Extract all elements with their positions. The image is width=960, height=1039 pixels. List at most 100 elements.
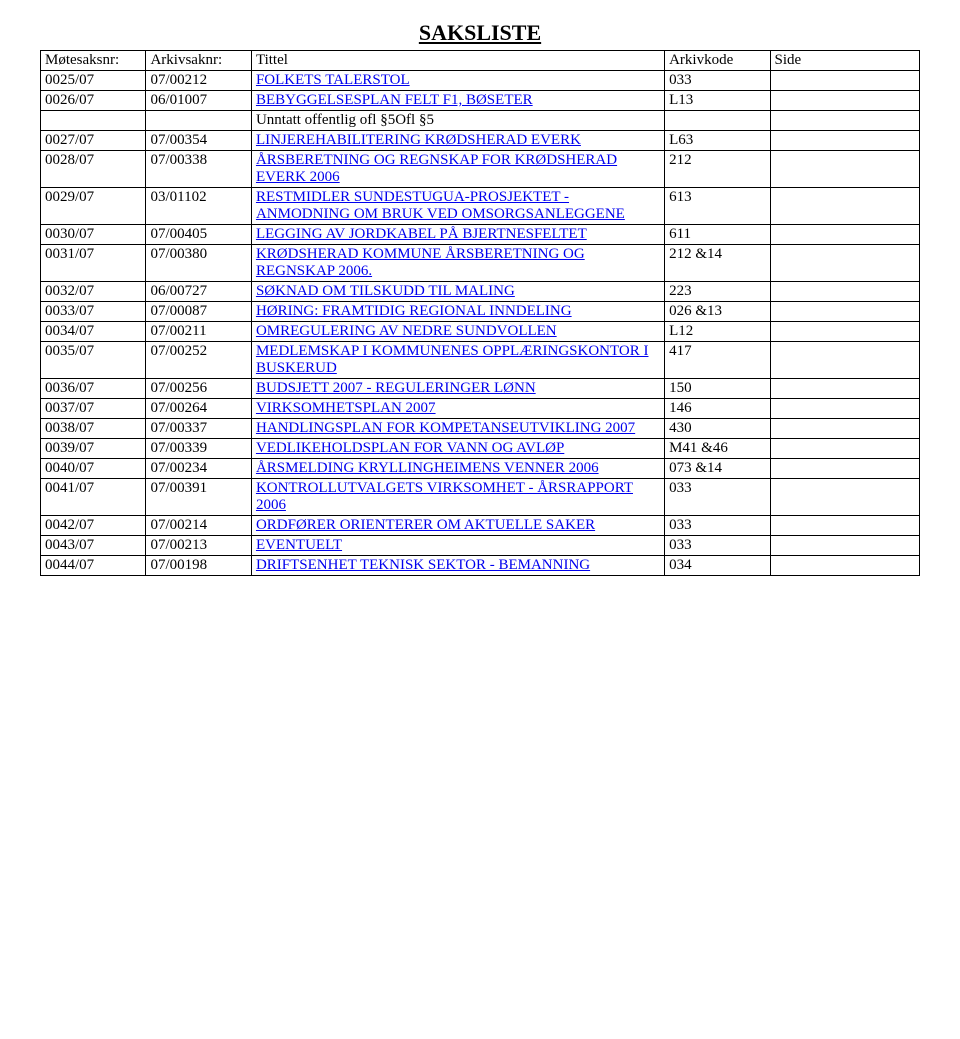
tittel-link[interactable]: RESTMIDLER SUNDESTUGUA-PROSJEKTET - ANMO… bbox=[256, 189, 625, 222]
table-row: 0027/0707/00354 LINJEREHABILITERING KRØDS… bbox=[41, 131, 920, 151]
tittel-link[interactable]: KONTROLLUTVALGETS VIRKSOMHET - ÅRSRAPPOR… bbox=[256, 480, 633, 513]
cell-side bbox=[770, 399, 919, 419]
cell-tittel: Unntatt offentlig ofl §5Ofl §5 bbox=[251, 111, 664, 131]
header-arkivsaknr: Arkivsaknr: bbox=[146, 51, 251, 71]
cell-motesaksnr: 0027/07 bbox=[41, 131, 146, 151]
table-row: 0034/0707/00211OMREGULERING AV NEDRE SUN… bbox=[41, 322, 920, 342]
cell-side bbox=[770, 516, 919, 536]
tittel-link[interactable]: HØRING: FRAMTIDIG REGIONAL INNDELING bbox=[256, 303, 572, 319]
tittel-link[interactable]: OMREGULERING AV NEDRE SUNDVOLLEN bbox=[256, 323, 557, 339]
cell-motesaksnr: 0041/07 bbox=[41, 479, 146, 516]
table-row: 0033/0707/00087HØRING: FRAMTIDIG REGIONA… bbox=[41, 302, 920, 322]
cell-tittel: SØKNAD OM TILSKUDD TIL MALING bbox=[251, 282, 664, 302]
cell-arkivsaknr: 07/00234 bbox=[146, 459, 251, 479]
cell-arkivkode: 034 bbox=[665, 556, 770, 576]
cell-arkivsaknr: 07/00214 bbox=[146, 516, 251, 536]
cell-motesaksnr: 0037/07 bbox=[41, 399, 146, 419]
cell-side bbox=[770, 379, 919, 399]
cell-side bbox=[770, 302, 919, 322]
cell-motesaksnr: 0028/07 bbox=[41, 151, 146, 188]
header-side: Side bbox=[770, 51, 919, 71]
cell-arkivsaknr: 07/00338 bbox=[146, 151, 251, 188]
cell-side bbox=[770, 556, 919, 576]
cell-motesaksnr: 0026/07 bbox=[41, 91, 146, 111]
tittel-link[interactable]: BUDSJETT 2007 - REGULERINGER LØNN bbox=[256, 380, 536, 396]
tittel-link[interactable]: ÅRSBERETNING OG REGNSKAP FOR KRØDSHERAD … bbox=[256, 152, 617, 185]
cell-tittel: FOLKETS TALERSTOL bbox=[251, 71, 664, 91]
cell-arkivsaknr: 07/00252 bbox=[146, 342, 251, 379]
cell-arkivsaknr: 07/00212 bbox=[146, 71, 251, 91]
cell-arkivkode bbox=[665, 111, 770, 131]
tittel-link[interactable]: ORDFØRER ORIENTERER OM AKTUELLE SAKER bbox=[256, 517, 595, 533]
cell-tittel: DRIFTSENHET TEKNISK SEKTOR - BEMANNING bbox=[251, 556, 664, 576]
cell-side bbox=[770, 225, 919, 245]
cell-tittel: OMREGULERING AV NEDRE SUNDVOLLEN bbox=[251, 322, 664, 342]
cell-tittel: EVENTUELT bbox=[251, 536, 664, 556]
cell-arkivsaknr: 07/00339 bbox=[146, 439, 251, 459]
table-row: 0032/0706/00727SØKNAD OM TILSKUDD TIL MA… bbox=[41, 282, 920, 302]
cell-side bbox=[770, 282, 919, 302]
table-row: 0028/0707/00338ÅRSBERETNING OG REGNSKAP … bbox=[41, 151, 920, 188]
cell-arkivkode: 613 bbox=[665, 188, 770, 225]
cell-side bbox=[770, 91, 919, 111]
cell-arkivkode: 033 bbox=[665, 516, 770, 536]
cell-arkivsaknr: 07/00211 bbox=[146, 322, 251, 342]
cell-motesaksnr: 0044/07 bbox=[41, 556, 146, 576]
cell-side bbox=[770, 245, 919, 282]
cell-arkivsaknr: 07/00354 bbox=[146, 131, 251, 151]
cell-side bbox=[770, 322, 919, 342]
cell-motesaksnr: 0040/07 bbox=[41, 459, 146, 479]
cell-motesaksnr: 0039/07 bbox=[41, 439, 146, 459]
table-header-row: Møtesaksnr: Arkivsaknr: Tittel Arkivkode… bbox=[41, 51, 920, 71]
tittel-link[interactable]: HANDLINGSPLAN FOR KOMPETANSEUTVIKLING 20… bbox=[256, 420, 635, 436]
cell-arkivsaknr: 07/00380 bbox=[146, 245, 251, 282]
cell-tittel: VEDLIKEHOLDSPLAN FOR VANN OG AVLØP bbox=[251, 439, 664, 459]
cell-motesaksnr: 0030/07 bbox=[41, 225, 146, 245]
header-arkivkode: Arkivkode bbox=[665, 51, 770, 71]
cell-arkivkode: M41 &46 bbox=[665, 439, 770, 459]
cell-tittel: KONTROLLUTVALGETS VIRKSOMHET - ÅRSRAPPOR… bbox=[251, 479, 664, 516]
cell-arkivkode: 223 bbox=[665, 282, 770, 302]
tittel-link[interactable]: LINJEREHABILITERING KRØDSHERAD EVERK bbox=[256, 132, 581, 148]
cell-motesaksnr: 0038/07 bbox=[41, 419, 146, 439]
tittel-link[interactable]: FOLKETS TALERSTOL bbox=[256, 72, 410, 88]
cell-tittel: RESTMIDLER SUNDESTUGUA-PROSJEKTET - ANMO… bbox=[251, 188, 664, 225]
tittel-link[interactable]: MEDLEMSKAP I KOMMUNENES OPPLÆRINGSKONTOR… bbox=[256, 343, 649, 376]
cell-tittel: KRØDSHERAD KOMMUNE ÅRSBERETNING OG REGNS… bbox=[251, 245, 664, 282]
header-tittel: Tittel bbox=[251, 51, 664, 71]
tittel-link[interactable]: VEDLIKEHOLDSPLAN FOR VANN OG AVLØP bbox=[256, 440, 564, 456]
cell-arkivkode: 611 bbox=[665, 225, 770, 245]
cell-side bbox=[770, 536, 919, 556]
cell-arkivkode: 430 bbox=[665, 419, 770, 439]
tittel-link[interactable]: KRØDSHERAD KOMMUNE ÅRSBERETNING OG REGNS… bbox=[256, 246, 585, 279]
cell-motesaksnr bbox=[41, 111, 146, 131]
cell-arkivkode: 033 bbox=[665, 71, 770, 91]
cell-tittel: ÅRSBERETNING OG REGNSKAP FOR KRØDSHERAD … bbox=[251, 151, 664, 188]
tittel-link[interactable]: ÅRSMELDING KRYLLINGHEIMENS VENNER 2006 bbox=[256, 460, 599, 476]
tittel-link[interactable]: VIRKSOMHETSPLAN 2007 bbox=[256, 400, 436, 416]
cell-arkivsaknr: 07/00087 bbox=[146, 302, 251, 322]
cell-arkivsaknr bbox=[146, 111, 251, 131]
tittel-link[interactable]: SØKNAD OM TILSKUDD TIL MALING bbox=[256, 283, 515, 299]
table-row: 0040/0707/00234 ÅRSMELDING KRYLLINGHEIMEN… bbox=[41, 459, 920, 479]
cell-arkivkode: 212 &14 bbox=[665, 245, 770, 282]
tittel-link[interactable]: DRIFTSENHET TEKNISK SEKTOR - BEMANNING bbox=[256, 557, 590, 573]
tittel-link[interactable]: LEGGING AV JORDKABEL PÅ BJERTNESFELTET bbox=[256, 226, 587, 242]
cell-side bbox=[770, 419, 919, 439]
cell-motesaksnr: 0036/07 bbox=[41, 379, 146, 399]
table-row: 0038/0707/00337HANDLINGSPLAN FOR KOMPETA… bbox=[41, 419, 920, 439]
cell-motesaksnr: 0043/07 bbox=[41, 536, 146, 556]
table-row: 0025/0707/00212FOLKETS TALERSTOL033 bbox=[41, 71, 920, 91]
cell-tittel: MEDLEMSKAP I KOMMUNENES OPPLÆRINGSKONTOR… bbox=[251, 342, 664, 379]
saksliste-table: Møtesaksnr: Arkivsaknr: Tittel Arkivkode… bbox=[40, 50, 920, 576]
table-row: 0041/0707/00391KONTROLLUTVALGETS VIRKSOM… bbox=[41, 479, 920, 516]
cell-side bbox=[770, 151, 919, 188]
cell-arkivsaknr: 07/00256 bbox=[146, 379, 251, 399]
cell-arkivkode: 033 bbox=[665, 479, 770, 516]
tittel-link[interactable]: EVENTUELT bbox=[256, 537, 342, 553]
table-row: 0030/0707/00405LEGGING AV JORDKABEL PÅ B… bbox=[41, 225, 920, 245]
table-row: 0044/0707/00198DRIFTSENHET TEKNISK SEKTO… bbox=[41, 556, 920, 576]
tittel-link[interactable]: BEBYGGELSESPLAN FELT F1, BØSETER bbox=[256, 92, 533, 108]
cell-tittel: ÅRSMELDING KRYLLINGHEIMENS VENNER 2006 bbox=[251, 459, 664, 479]
cell-motesaksnr: 0032/07 bbox=[41, 282, 146, 302]
